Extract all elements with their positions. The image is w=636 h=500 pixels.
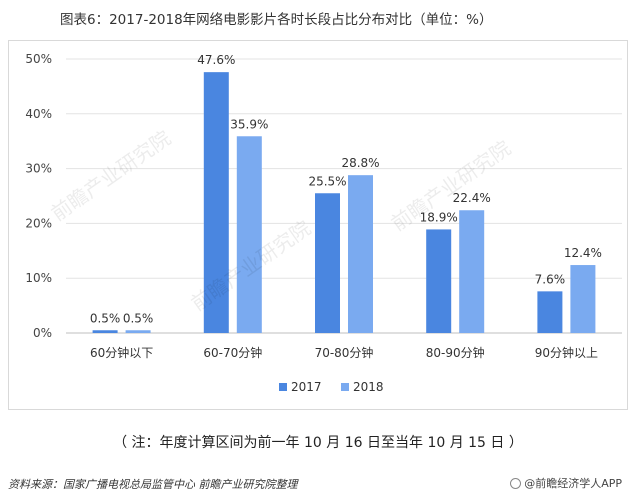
bar-2018 xyxy=(570,265,596,333)
x-tick-label: 60分钟以下 xyxy=(90,345,153,360)
data-label: 0.5% xyxy=(123,311,154,325)
data-label: 47.6% xyxy=(197,53,235,67)
y-tick-label: 20% xyxy=(25,216,52,230)
bar-2018 xyxy=(125,330,151,333)
y-tick-label: 40% xyxy=(25,107,52,121)
logo-icon xyxy=(510,477,522,489)
data-label: 12.4% xyxy=(564,246,602,260)
y-tick-label: 0% xyxy=(33,326,52,340)
legend-label: 2018 xyxy=(353,380,384,394)
data-label: 28.8% xyxy=(341,156,379,170)
bar-2017 xyxy=(426,229,452,333)
legend-swatch xyxy=(279,383,287,391)
bar-2017 xyxy=(92,330,118,333)
data-label: 35.9% xyxy=(230,117,268,131)
chart-container: 0% 10% 20% 30% 40% 50% 0.5% 0.5% 60分钟以下 47.6% 35.9… xyxy=(8,40,628,410)
y-tick-label: 50% xyxy=(25,52,52,66)
bar-2017 xyxy=(203,72,229,333)
bar-chart: 0% 10% 20% 30% 40% 50% 0.5% 0.5% 60分钟以下 47.6% 35.9… xyxy=(25,52,622,394)
x-tick-label: 60-70分钟 xyxy=(203,345,262,360)
data-label: 0.5% xyxy=(90,311,121,325)
x-tick-label: 90分钟以上 xyxy=(535,345,598,360)
bar-2017 xyxy=(537,291,563,333)
chart-title: 图表6：2017-2018年网络电影影片各时长段占比分布对比（单位：%） xyxy=(60,12,493,28)
legend-swatch xyxy=(341,383,349,391)
bar-2018 xyxy=(459,210,485,333)
data-label: 25.5% xyxy=(308,174,346,188)
x-tick-label: 70-80分钟 xyxy=(315,345,374,360)
x-tick-label: 80-90分钟 xyxy=(426,345,485,360)
data-label: 18.9% xyxy=(420,210,458,224)
y-tick-label: 10% xyxy=(25,271,52,285)
legend-label: 2017 xyxy=(291,380,322,394)
brand: @前瞻经济学人APP xyxy=(510,475,622,491)
brand-text: @前瞻经济学人APP xyxy=(524,477,622,490)
footnote: （ 注：年度计算区间为前一年 10 月 16 日至当年 10 月 15 日 ） xyxy=(113,435,523,451)
data-label: 22.4% xyxy=(453,191,491,205)
data-label: 7.6% xyxy=(535,272,566,286)
bar-2018 xyxy=(348,175,373,333)
bar-2017 xyxy=(315,193,340,333)
source-text: 资料来源：国家广播电视总局监管中心 前瞻产业研究院整理 xyxy=(8,478,298,491)
bar-2018 xyxy=(236,136,262,333)
y-tick-label: 30% xyxy=(25,162,52,176)
